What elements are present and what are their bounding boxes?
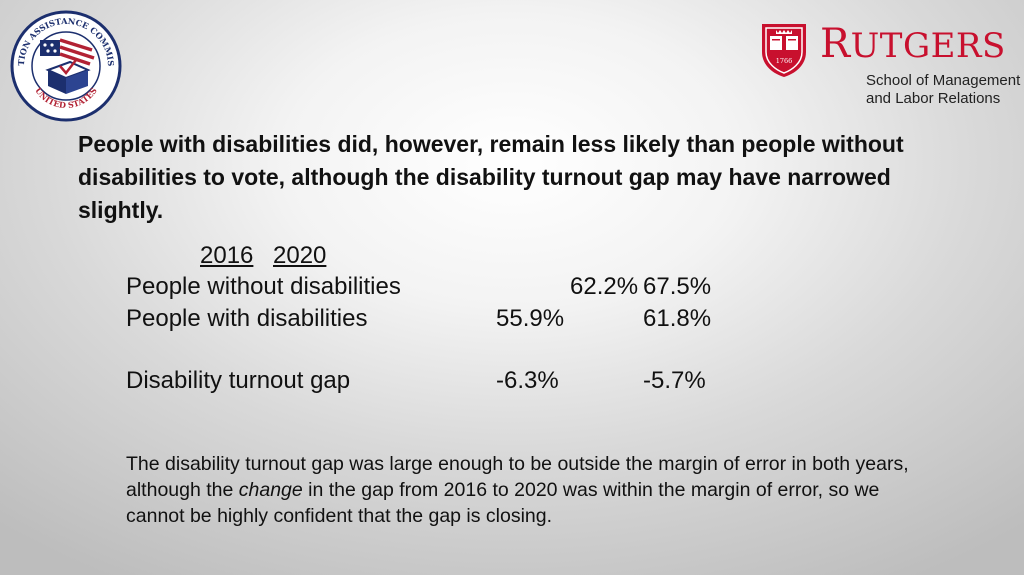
row-value-with-2016: 55.9% <box>496 305 565 332</box>
note-emphasis: change <box>238 479 303 501</box>
header-2016: 2016 <box>200 242 254 269</box>
rutgers-shield-icon: 1766 <box>762 24 806 77</box>
rutgers-subtitle-line1: School of Management <box>866 72 1021 89</box>
row-value-without-2016: 62.2% <box>570 273 639 300</box>
eac-seal-icon: ELECTION ASSISTANCE COMMISSION UNITED ST… <box>10 10 122 122</box>
row-label-gap: Disability turnout gap <box>126 367 351 394</box>
slide-headline: People with disabilities did, however, r… <box>78 131 904 223</box>
row-value-gap-2016: -6.3% <box>496 367 559 394</box>
row-label-without: People without disabilities <box>126 273 401 300</box>
rutgers-subtitle-line2: and Labor Relations <box>866 90 1001 107</box>
row-label-with: People with disabilities <box>126 305 368 332</box>
row-value-gap-2020: -5.7% <box>643 367 706 394</box>
rutgers-subtitle: School of Management and Labor Relations <box>866 72 1020 108</box>
margin-of-error-note: The disability turnout gap was large eno… <box>126 453 909 527</box>
row-value-without-2020: 67.5% <box>643 273 712 300</box>
row-value-with-2020: 61.8% <box>643 305 712 332</box>
rutgers-shield-year: 1766 <box>776 57 793 65</box>
header-2020: 2020 <box>273 242 327 269</box>
rutgers-logo: 1766 RUTGERS School of Management and La… <box>760 21 1020 107</box>
rutgers-wordmark: RUTGERS <box>820 21 1006 67</box>
